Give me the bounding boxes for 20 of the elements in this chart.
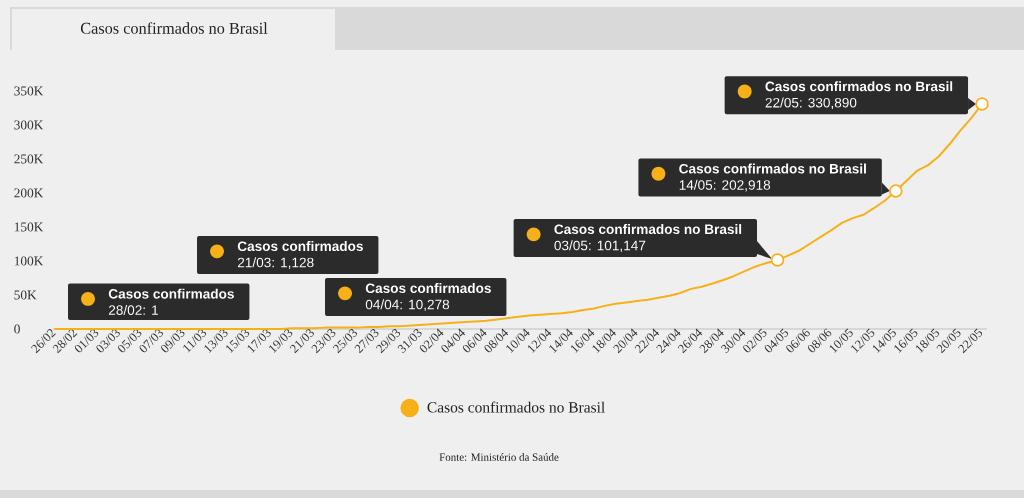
point — [889, 184, 903, 198]
y-tick-label: 0 — [14, 324, 20, 334]
source-note: Fonte: Ministério da Saúde — [439, 453, 559, 461]
annotation: Casos confirmados no Brasil 03/05: 101,147 — [554, 224, 742, 252]
annotation: Casos confirmados 04/04: 10,278 — [365, 283, 491, 311]
y-tick-label: 150K — [14, 222, 44, 232]
point — [975, 97, 989, 111]
legend-label: Casos confirmados no Brasil — [427, 401, 605, 413]
point — [770, 253, 785, 267]
annotation: Casos confirmados no Brasil 14/05: 202,918 — [679, 163, 866, 192]
y-tick-label: 100K — [14, 256, 44, 266]
annotation: Casos confirmados no Brasil 22/05: 330,890 — [765, 81, 953, 110]
annotation: Casos confirmados 21/03: 1,128 — [237, 241, 363, 269]
y-tick-label: 300K — [14, 120, 44, 130]
chart-title: Casos confirmados no Brasil — [80, 22, 268, 34]
y-tick-label: 200K — [14, 188, 44, 198]
y-tick-label: 250K — [14, 154, 44, 164]
y-tick-label: 350K — [14, 86, 44, 96]
annotation: Casos confirmados 28/02: 1 — [108, 288, 234, 315]
y-tick-label: 50K — [14, 290, 37, 300]
